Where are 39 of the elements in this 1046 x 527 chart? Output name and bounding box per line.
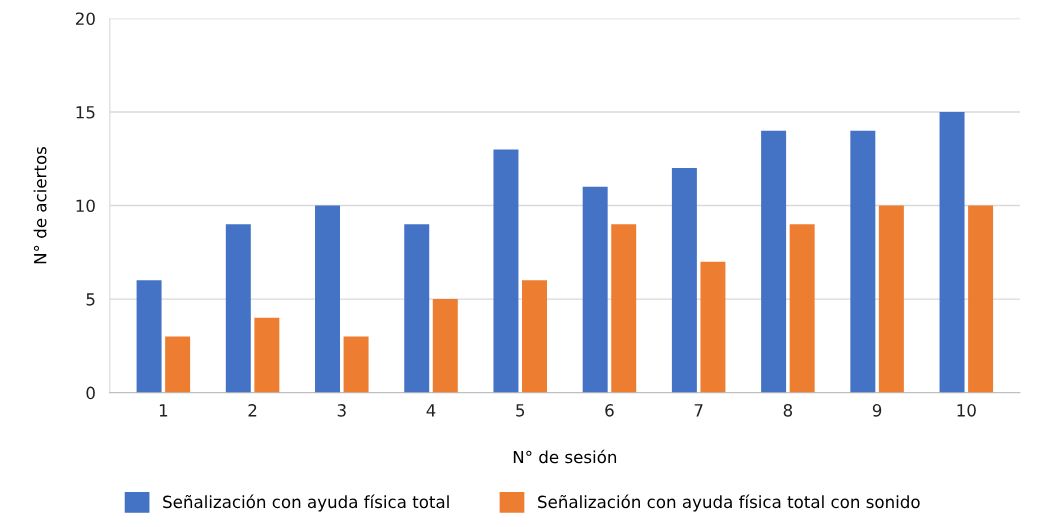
bar bbox=[671, 168, 697, 393]
y-tick-label: 15 bbox=[76, 106, 95, 119]
bar bbox=[136, 280, 162, 393]
bar bbox=[522, 280, 547, 393]
bar bbox=[404, 224, 430, 393]
x-tick-label: 6 bbox=[605, 404, 614, 417]
x-tick-label: 2 bbox=[248, 404, 257, 417]
y-tick-label: 10 bbox=[76, 199, 95, 213]
x-tick-label: 9 bbox=[872, 404, 882, 417]
y-tick-label: 5 bbox=[86, 293, 95, 306]
bar bbox=[165, 336, 191, 393]
y-axis-title: N° de aciertos bbox=[33, 146, 47, 264]
x-tick-label: 5 bbox=[516, 404, 525, 417]
bar bbox=[850, 130, 876, 393]
x-tick-label: 1 bbox=[159, 404, 168, 417]
bar bbox=[315, 205, 341, 393]
bar bbox=[611, 224, 637, 393]
bar bbox=[968, 205, 994, 393]
x-tick-label: 4 bbox=[426, 404, 436, 417]
bar bbox=[432, 299, 458, 393]
legend-label: Señalización con ayuda física total bbox=[163, 494, 449, 512]
bar bbox=[343, 336, 369, 393]
bar bbox=[493, 149, 519, 393]
bar bbox=[582, 186, 608, 393]
bar bbox=[789, 224, 815, 393]
bar bbox=[761, 130, 787, 393]
x-tick-label: 7 bbox=[694, 404, 703, 417]
bar bbox=[254, 317, 280, 393]
bar bbox=[700, 261, 726, 393]
y-tick-label: 0 bbox=[86, 386, 95, 400]
x-tick-label: 10 bbox=[957, 404, 976, 417]
bar bbox=[225, 224, 251, 393]
x-tick-label: 8 bbox=[783, 404, 793, 417]
y-tick-label: 20 bbox=[75, 12, 95, 26]
x-tick-label: 3 bbox=[337, 404, 346, 417]
x-axis-title: N° de sesión bbox=[513, 449, 617, 464]
bar bbox=[878, 205, 904, 393]
legend-label: Señalización con ayuda física total con sonido bbox=[538, 494, 920, 512]
bar bbox=[939, 111, 965, 393]
